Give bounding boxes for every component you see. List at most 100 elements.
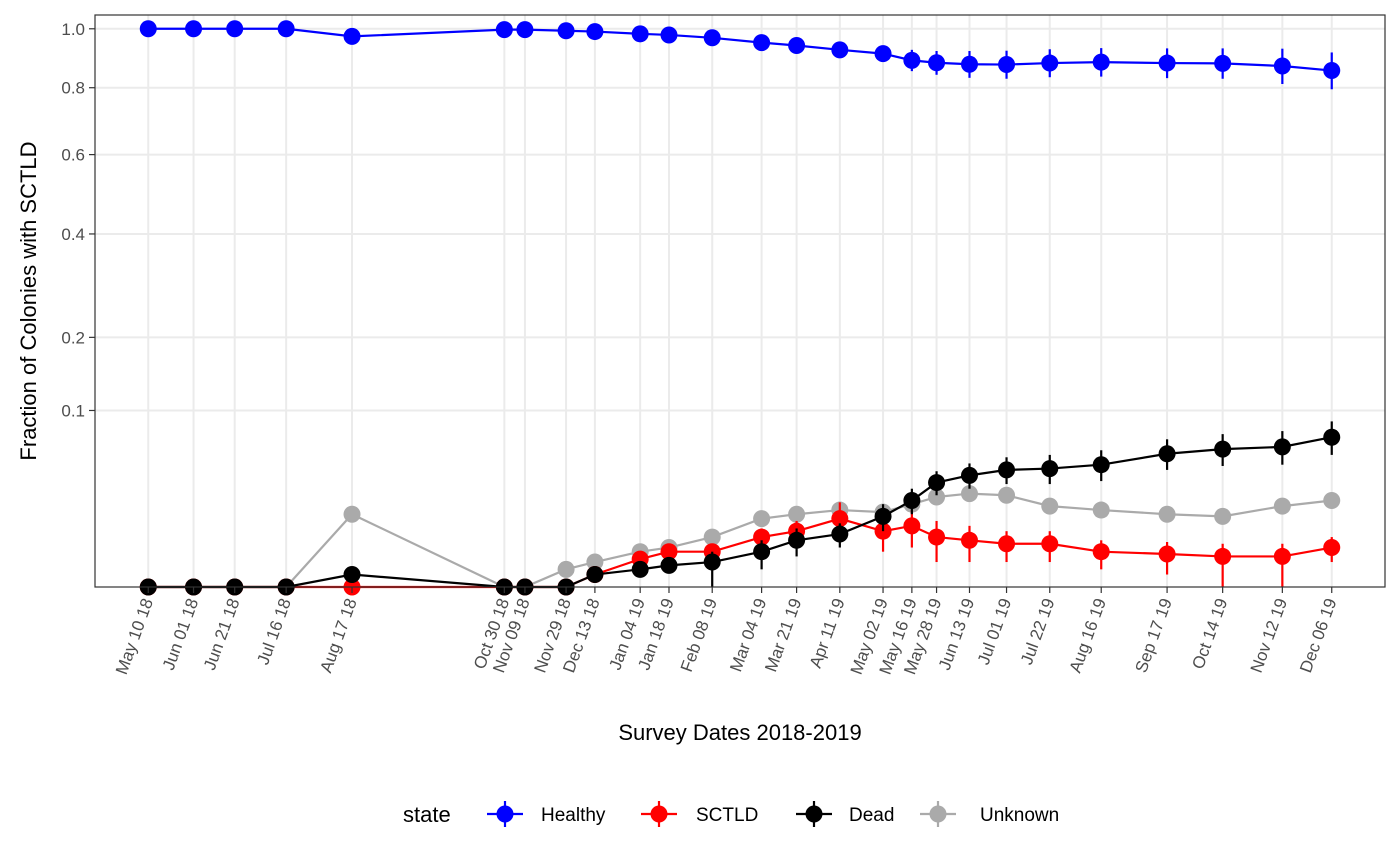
data-point — [660, 556, 678, 574]
legend-label: Unknown — [980, 805, 1059, 826]
series-unknown — [139, 485, 1341, 596]
data-point — [557, 560, 575, 578]
y-tick-label: 0.8 — [61, 79, 85, 98]
legend-item-sctld: SCTLD — [641, 801, 758, 827]
data-point — [495, 21, 513, 39]
legend-item-unknown: Unknown — [920, 801, 1059, 827]
data-point — [277, 20, 295, 38]
data-point — [343, 27, 361, 45]
legend-item-healthy: Healthy — [487, 801, 606, 827]
legend-key-point — [805, 805, 823, 823]
data-point — [1323, 539, 1341, 557]
data-point — [1273, 57, 1291, 75]
legend-label: Dead — [849, 805, 894, 826]
x-tick-label: Oct 14 19 — [1188, 596, 1231, 672]
x-tick-label: Jun 21 18 — [200, 596, 243, 673]
data-point — [998, 486, 1016, 504]
data-point — [960, 466, 978, 484]
data-point — [557, 22, 575, 40]
data-point — [960, 485, 978, 503]
legend-key-point — [496, 805, 514, 823]
data-point — [185, 20, 203, 38]
x-tick-label: May 10 18 — [112, 596, 157, 677]
data-point — [788, 37, 806, 55]
data-point — [753, 510, 771, 528]
x-tick-label: Jul 01 19 — [974, 596, 1015, 667]
x-tick-label: Aug 16 19 — [1066, 596, 1110, 675]
data-point — [343, 566, 361, 584]
legend-key-point — [929, 805, 947, 823]
data-point — [226, 20, 244, 38]
data-point — [703, 29, 721, 47]
data-point — [586, 23, 604, 41]
data-point — [631, 560, 649, 578]
data-point — [343, 505, 361, 523]
data-point — [1092, 543, 1110, 561]
series-line — [148, 492, 1332, 589]
data-point — [1158, 505, 1176, 523]
data-point — [1041, 535, 1059, 553]
data-point — [1041, 460, 1059, 478]
legend-title: state — [403, 802, 451, 827]
legend-label: Healthy — [541, 805, 606, 826]
data-point — [1323, 492, 1341, 510]
data-point — [1323, 428, 1341, 446]
data-point — [874, 507, 892, 525]
data-point — [960, 55, 978, 73]
data-point — [788, 531, 806, 549]
data-point — [928, 528, 946, 546]
data-point — [1273, 438, 1291, 456]
data-point — [516, 21, 534, 39]
data-point — [831, 525, 849, 543]
data-point — [1214, 440, 1232, 458]
data-point — [1158, 54, 1176, 72]
x-tick-label: Nov 12 19 — [1247, 596, 1291, 675]
series-line — [148, 517, 1332, 589]
plot-series — [139, 20, 1341, 596]
data-point — [1323, 62, 1341, 80]
x-tick-label: Feb 08 19 — [677, 596, 721, 674]
y-tick-label: 0.4 — [61, 225, 85, 244]
data-point — [1214, 54, 1232, 72]
data-point — [586, 553, 604, 571]
panel-border — [94, 14, 1386, 588]
data-point — [703, 528, 721, 546]
data-point — [998, 535, 1016, 553]
data-point — [1214, 547, 1232, 565]
data-point — [903, 517, 921, 535]
series-healthy — [139, 20, 1341, 90]
data-point — [874, 45, 892, 63]
data-point — [703, 553, 721, 571]
data-point — [903, 492, 921, 510]
data-point — [1273, 497, 1291, 515]
legend-label: SCTLD — [696, 805, 758, 826]
data-point — [1214, 507, 1232, 525]
x-tick-label: Sep 17 19 — [1131, 596, 1175, 675]
data-point — [831, 41, 849, 59]
data-point — [928, 488, 946, 506]
series-line — [148, 27, 1332, 72]
data-point — [1158, 545, 1176, 563]
x-tick-label: Jul 16 18 — [253, 596, 294, 667]
data-point — [1041, 54, 1059, 72]
data-point — [788, 505, 806, 523]
data-point — [998, 56, 1016, 74]
series-dead — [139, 421, 1341, 596]
legend: state Healthy SCTLD Dead Unknown — [403, 801, 1059, 827]
y-tick-label: 1.0 — [61, 20, 85, 39]
x-tick-label: Apr 11 19 — [806, 596, 849, 671]
legend-key-point — [650, 805, 668, 823]
data-point — [928, 474, 946, 492]
y-tick-label: 0.2 — [61, 328, 85, 347]
data-point — [660, 26, 678, 44]
data-point — [1273, 547, 1291, 565]
data-point — [903, 51, 921, 69]
data-point — [1158, 445, 1176, 463]
data-point — [1041, 497, 1059, 515]
data-point — [139, 20, 157, 38]
grid-lines — [95, 15, 1385, 587]
x-tick-label: Jul 22 19 — [1017, 596, 1058, 667]
legend-item-dead: Dead — [796, 801, 894, 827]
